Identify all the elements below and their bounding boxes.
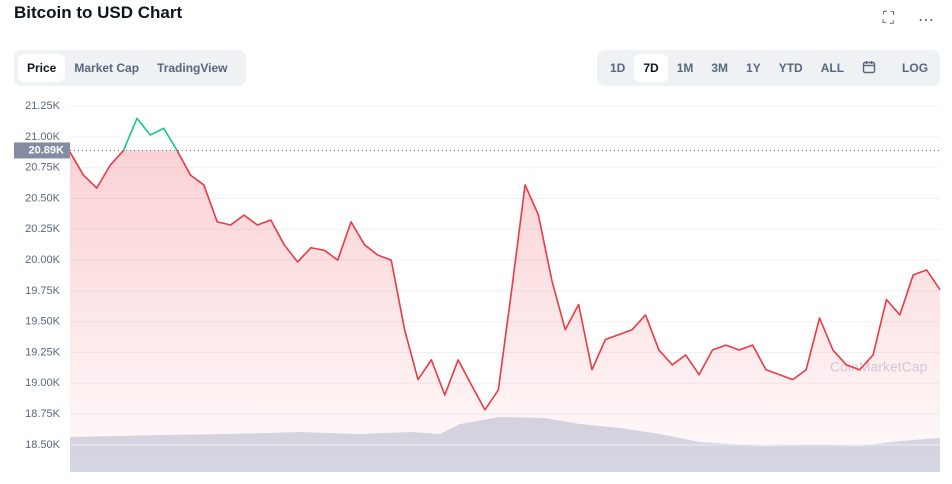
toolbar-icons: ⛶ ⋯ <box>883 10 934 30</box>
y-tick-label: 19.00K <box>25 377 61 389</box>
range-button[interactable]: 7D <box>634 54 668 82</box>
tab-button[interactable]: Price <box>18 54 66 82</box>
y-tick-label: 18.50K <box>25 439 61 451</box>
title: Bitcoin to USD Chart <box>14 3 183 22</box>
y-tick-label: 20.00K <box>25 254 61 266</box>
calendar-icon <box>862 60 876 73</box>
y-tick-label: 21.25K <box>25 100 61 112</box>
range-button[interactable]: 1M <box>676 61 694 75</box>
y-tick-label: 19.75K <box>25 285 61 297</box>
more-icon[interactable]: ⋯ <box>918 12 934 29</box>
calendar-button[interactable] <box>853 53 885 84</box>
watermark: CoinMarketCap <box>830 359 927 375</box>
tab-button[interactable]: Market Cap <box>74 61 140 75</box>
y-tick-label: 20.25K <box>25 223 61 235</box>
price-line <box>69 117 941 411</box>
range-button[interactable]: 3M <box>711 61 729 75</box>
baseline-label-bg <box>14 142 70 159</box>
volume-area <box>70 417 940 472</box>
range-button[interactable]: YTD <box>778 61 803 75</box>
price-area <box>70 150 940 472</box>
y-tick-label: 20.50K <box>25 192 61 204</box>
range-button[interactable]: 1Y <box>746 61 761 75</box>
range-group: 1D 7D 1M 3M 1Y YTD ALL LOG <box>597 50 940 86</box>
log-button[interactable]: LOG <box>902 61 929 75</box>
range-button[interactable]: ALL <box>820 61 845 75</box>
tab-group: Price Market Cap TradingView <box>14 50 246 86</box>
y-tick-label: 18.75K <box>25 408 61 420</box>
y-tick-label: 20.75K <box>25 162 61 174</box>
y-tick-label: 19.50K <box>25 316 61 328</box>
y-tick-label: 21.00K <box>25 131 61 143</box>
baseline-label: 20.89K <box>29 144 65 156</box>
tab-button[interactable]: TradingView <box>157 61 228 75</box>
fullscreen-icon[interactable]: ⛶ <box>882 10 894 27</box>
range-button[interactable]: 1D <box>610 61 626 75</box>
y-tick-label: 19.25K <box>25 346 61 358</box>
